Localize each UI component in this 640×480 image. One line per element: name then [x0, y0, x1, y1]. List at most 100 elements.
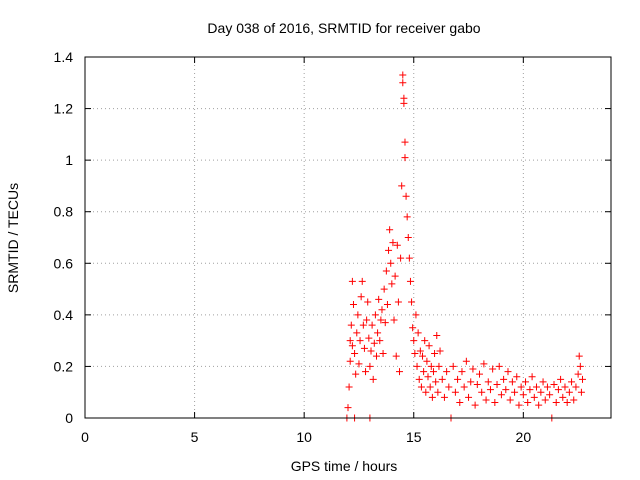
data-point — [508, 378, 516, 386]
data-point — [417, 383, 425, 391]
data-point — [546, 391, 554, 399]
tick-labels: 0 5 10 15 20 0 0.2 0.4 0.6 0.8 1 1.2 1.4 — [54, 49, 532, 445]
y-tick-label: 0.8 — [54, 204, 74, 220]
data-point — [376, 337, 384, 345]
data-point — [354, 311, 362, 319]
data-point — [526, 386, 534, 394]
data-point — [377, 316, 385, 324]
data-point — [391, 272, 399, 280]
data-point — [348, 277, 356, 285]
data-point — [371, 311, 379, 319]
data-point — [473, 380, 481, 388]
data-point — [358, 277, 366, 285]
data-point — [401, 154, 409, 162]
data-point — [476, 370, 483, 378]
data-point — [370, 339, 378, 347]
data-point — [493, 380, 501, 388]
data-point — [565, 388, 573, 396]
data-point — [557, 375, 565, 383]
data-point — [386, 226, 394, 234]
data-point — [367, 347, 375, 355]
data-point — [379, 350, 387, 358]
data-point — [419, 352, 427, 360]
x-tick-label: 15 — [406, 429, 422, 445]
data-point — [425, 342, 433, 350]
data-point — [413, 362, 421, 370]
data-point — [515, 401, 523, 409]
y-tick-label: 0 — [65, 410, 73, 426]
data-point — [415, 375, 423, 383]
data-point — [383, 301, 391, 309]
data-point — [497, 391, 505, 399]
data-point — [416, 347, 424, 355]
data-point — [406, 277, 414, 285]
data-point — [460, 383, 468, 391]
data-point — [365, 334, 373, 342]
data-point — [575, 352, 583, 360]
data-point — [456, 399, 464, 407]
data-point — [382, 267, 390, 275]
data-point — [400, 99, 408, 107]
data-point — [438, 375, 446, 383]
data-point — [561, 383, 569, 391]
data-point — [443, 368, 451, 376]
data-point — [402, 192, 410, 200]
data-point — [511, 388, 519, 396]
data-point — [454, 375, 462, 383]
data-point — [372, 352, 380, 360]
data-point — [432, 378, 440, 386]
data-point — [435, 362, 443, 370]
data-point — [482, 396, 490, 404]
data-point — [462, 357, 470, 365]
data-point — [357, 293, 365, 301]
data-point — [517, 383, 525, 391]
y-tick-label: 0.2 — [54, 358, 74, 374]
data-point — [504, 368, 512, 376]
data-point — [467, 378, 475, 386]
data-point — [349, 301, 357, 309]
data-point — [393, 241, 401, 249]
data-point — [543, 383, 551, 391]
data-point — [440, 393, 448, 401]
data-point — [387, 259, 395, 267]
axis-ticks — [84, 56, 611, 419]
data-point — [421, 337, 429, 345]
data-point — [532, 383, 540, 391]
data-point — [420, 368, 428, 376]
data-point — [530, 393, 538, 401]
data-point — [392, 352, 400, 360]
data-point — [394, 298, 402, 306]
data-point — [550, 380, 558, 388]
data-point — [401, 138, 409, 146]
data-point — [389, 239, 397, 247]
data-point — [486, 386, 494, 394]
y-tick-label: 1 — [65, 152, 73, 168]
data-point — [500, 375, 508, 383]
data-points — [343, 71, 587, 422]
data-point — [434, 388, 442, 396]
data-point — [574, 370, 582, 378]
x-tick-label: 10 — [296, 429, 312, 445]
data-point — [412, 311, 420, 319]
data-point — [347, 321, 355, 329]
data-point — [484, 378, 492, 386]
data-point — [380, 285, 388, 293]
data-point — [427, 362, 435, 370]
data-point — [422, 388, 430, 396]
data-point — [491, 399, 499, 407]
data-point — [398, 182, 406, 190]
data-point — [369, 375, 377, 383]
data-point — [346, 357, 354, 365]
data-point — [465, 393, 473, 401]
data-point — [576, 362, 584, 370]
data-point — [362, 368, 370, 376]
y-tick-label: 1.4 — [54, 49, 74, 65]
data-point — [399, 79, 407, 87]
data-point — [554, 386, 562, 394]
data-point — [399, 71, 407, 79]
data-point — [359, 321, 367, 329]
data-point — [390, 316, 398, 324]
data-point — [577, 388, 585, 396]
x-tick-label: 20 — [516, 429, 532, 445]
x-tick-label: 0 — [81, 429, 89, 445]
